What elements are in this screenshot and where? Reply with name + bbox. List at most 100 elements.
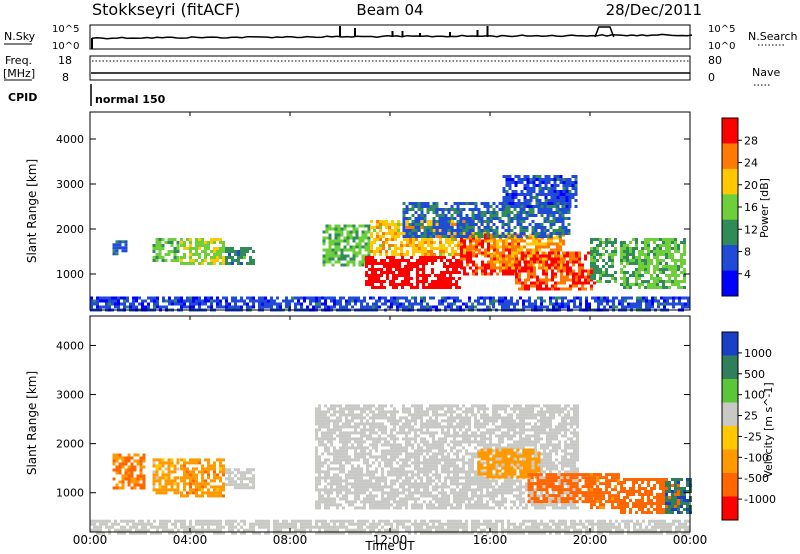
heatmap-cell [378, 476, 381, 480]
heatmap-cell [563, 281, 566, 285]
heatmap-cell [389, 265, 392, 268]
heatmap-cell [183, 482, 186, 486]
heatmap-cell [489, 299, 492, 303]
heatmap-cell [423, 437, 426, 441]
heatmap-cell [459, 229, 463, 232]
heatmap-cell [429, 296, 432, 300]
heatmap-cell [650, 262, 653, 265]
heatmap-cell [590, 259, 593, 262]
heatmap-cell [477, 235, 481, 238]
heatmap-cell [405, 217, 409, 220]
heatmap-cell [498, 202, 502, 205]
heatmap-cell [493, 248, 496, 252]
heatmap-cell [650, 277, 653, 280]
heatmap-cell [198, 262, 201, 265]
heatmap-cell [432, 458, 435, 462]
heatmap-cell [410, 283, 413, 286]
heatmap-cell [312, 305, 315, 309]
heatmap-cell [361, 224, 365, 228]
heatmap-cell [462, 223, 466, 226]
heatmap-cell [651, 299, 654, 303]
heatmap-cell [252, 296, 255, 300]
heatmap-cell [538, 178, 542, 181]
heatmap-cell [426, 229, 430, 232]
heatmap-cell [447, 235, 451, 238]
heatmap-cell [321, 416, 324, 420]
heatmap-cell [176, 259, 180, 262]
heatmap-cell [170, 241, 174, 244]
heatmap-cell [321, 443, 324, 447]
heatmap-cell [156, 305, 159, 309]
heatmap-cell [441, 500, 444, 504]
heatmap-cell [629, 259, 632, 262]
heatmap-cell [152, 488, 156, 492]
heatmap-cell [515, 254, 518, 258]
heatmap-cell [453, 208, 457, 211]
heatmap-cell [370, 232, 373, 235]
heatmap-cell [204, 458, 207, 462]
heatmap-cell [354, 422, 357, 426]
heatmap-cell [447, 416, 450, 420]
heatmap-cell [636, 299, 639, 303]
heatmap-cell [158, 482, 162, 486]
heatmap-cell [333, 479, 336, 483]
heatmap-cell [173, 482, 177, 486]
heatmap-cell [105, 296, 108, 300]
heatmap-cell [249, 305, 252, 309]
heatmap-cell [213, 299, 216, 303]
heatmap-cell [519, 296, 522, 300]
heatmap-cell [550, 202, 554, 205]
heatmap-cell [336, 428, 339, 432]
heatmap-cell [397, 235, 400, 238]
heatmap-cell [450, 440, 453, 444]
heatmap-cell [318, 413, 321, 417]
heatmap-cell [345, 431, 348, 435]
heatmap-cell [406, 241, 409, 244]
heatmap-cell [530, 281, 533, 285]
heatmap-cell [408, 217, 412, 220]
heatmap-cell [189, 241, 192, 244]
heatmap-cell [480, 214, 484, 217]
heatmap-cell [599, 268, 602, 271]
heatmap-cell [342, 470, 345, 474]
heatmap-cell [556, 184, 560, 187]
heatmap-cell [328, 239, 332, 243]
heatmap-cell [668, 286, 671, 289]
heatmap-cell [443, 274, 446, 277]
heatmap-cell [419, 280, 422, 283]
heatmap-cell [216, 253, 219, 256]
heatmap-cell [575, 251, 578, 255]
heatmap-cell [333, 458, 336, 462]
heatmap-cell [593, 277, 596, 280]
heatmap-cell [195, 467, 198, 471]
heatmap-cell [417, 458, 420, 462]
heatmap-cell [337, 248, 341, 252]
heatmap-cell [456, 497, 459, 501]
heatmap-cell [531, 305, 534, 309]
heatmap-cell [561, 202, 565, 205]
heatmap-cell [626, 256, 629, 259]
heatmap-cell [246, 486, 249, 490]
heatmap-cell [361, 254, 365, 258]
heatmap-cell [369, 410, 372, 414]
heatmap-cell [390, 299, 393, 303]
heatmap-cell [395, 268, 398, 271]
heatmap-cell [633, 305, 636, 309]
heatmap-cell [377, 286, 380, 289]
heatmap-cell [333, 407, 336, 411]
heatmap-cell [590, 277, 593, 280]
heatmap-cell [532, 239, 535, 243]
heatmap-cell [417, 482, 420, 486]
heatmap-cell [414, 235, 418, 238]
heatmap-cell [303, 299, 306, 303]
heatmap-cell [444, 217, 448, 220]
heatmap-cell [243, 253, 246, 256]
heatmap-cell [508, 202, 512, 205]
heatmap-cell [656, 268, 659, 271]
heatmap-cell [543, 211, 547, 214]
heatmap-cell [557, 287, 560, 291]
heatmap-cell [507, 302, 510, 306]
heatmap-cell [529, 190, 533, 193]
heatmap-cell [219, 250, 222, 253]
heatmap-cell [656, 244, 659, 247]
